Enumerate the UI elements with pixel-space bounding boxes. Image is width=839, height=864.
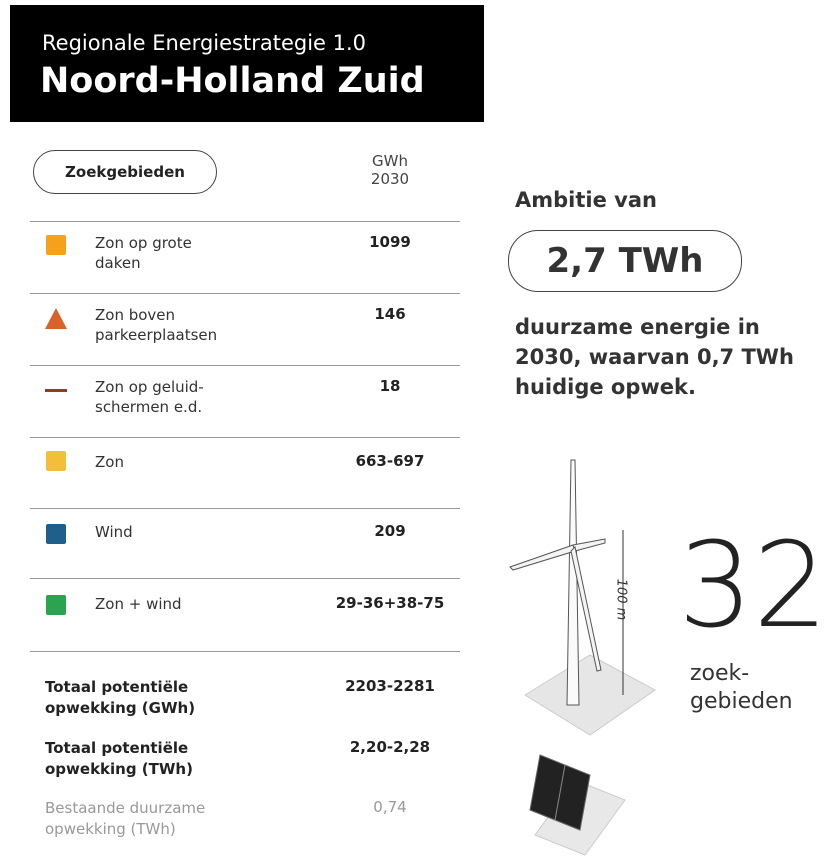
total-label: Bestaande duurzame opwekking (TWh) bbox=[45, 798, 235, 840]
row-label: Zon + wind bbox=[95, 594, 230, 614]
divider bbox=[30, 221, 460, 222]
turbine-height: 100 m bbox=[613, 579, 628, 621]
area-label-line: zoek- bbox=[690, 660, 793, 688]
area-label: zoek- gebieden bbox=[690, 660, 793, 716]
blade bbox=[510, 545, 575, 570]
icon-parking bbox=[45, 308, 67, 329]
divider bbox=[30, 508, 460, 509]
total-value: 2203-2281 bbox=[320, 677, 460, 695]
turbine-tower bbox=[567, 460, 579, 705]
illustration bbox=[505, 455, 675, 864]
total-label: Totaal potentiële opwekking (TWh) bbox=[45, 738, 235, 780]
icon-wind bbox=[46, 524, 66, 544]
row-value: 29-36+38-75 bbox=[320, 594, 460, 612]
turbine-base bbox=[525, 655, 655, 735]
row-label: Zon bbox=[95, 452, 230, 472]
row-label: Zon boven parkeerplaatsen bbox=[95, 305, 230, 345]
unit-header: GWh 2030 bbox=[360, 152, 420, 188]
area-count: 32 bbox=[678, 520, 828, 650]
unit-line: 2030 bbox=[360, 170, 420, 188]
page: Regionale Energiestrategie 1.0 Noord-Hol… bbox=[0, 0, 839, 864]
row-label: Zon op grote daken bbox=[95, 233, 230, 273]
header: Regionale Energiestrategie 1.0 Noord-Hol… bbox=[10, 5, 484, 122]
icon-noise-wall bbox=[45, 389, 67, 392]
row-label: Zon op geluid-schermen e.d. bbox=[95, 377, 230, 417]
ambition-intro: Ambitie van bbox=[515, 188, 657, 212]
row-value: 1099 bbox=[320, 233, 460, 251]
divider bbox=[30, 365, 460, 366]
header-subtitle: Regionale Energiestrategie 1.0 bbox=[42, 31, 366, 55]
header-title: Noord-Holland Zuid bbox=[40, 61, 425, 101]
total-value: 0,74 bbox=[320, 798, 460, 816]
divider bbox=[30, 437, 460, 438]
total-label: Totaal potentiële opwekking (GWh) bbox=[45, 677, 235, 719]
row-value: 209 bbox=[320, 522, 460, 540]
search-button[interactable]: Zoekgebieden bbox=[33, 150, 217, 194]
row-value: 18 bbox=[320, 377, 460, 395]
icon-sun-wind bbox=[46, 595, 66, 615]
row-value: 663-697 bbox=[320, 452, 460, 470]
icon-sun bbox=[46, 451, 66, 471]
row-label: Wind bbox=[95, 522, 230, 542]
divider bbox=[30, 651, 460, 652]
divider bbox=[30, 578, 460, 579]
ambition-amount: 2,7 TWh bbox=[508, 230, 742, 292]
ambition-line: huidige opwek. bbox=[515, 372, 794, 402]
ambition-line: duurzame energie in bbox=[515, 312, 794, 342]
icon-roof bbox=[46, 235, 66, 255]
ambition-line: 2030, waarvan 0,7 TWh bbox=[515, 342, 794, 372]
total-value: 2,20-2,28 bbox=[320, 738, 460, 756]
ambition-text: duurzame energie in 2030, waarvan 0,7 TW… bbox=[515, 312, 794, 402]
blade bbox=[573, 539, 605, 551]
unit-line: GWh bbox=[360, 152, 420, 170]
row-icons bbox=[40, 225, 80, 625]
row-value: 146 bbox=[320, 305, 460, 323]
divider bbox=[30, 293, 460, 294]
area-label-line: gebieden bbox=[690, 688, 793, 716]
